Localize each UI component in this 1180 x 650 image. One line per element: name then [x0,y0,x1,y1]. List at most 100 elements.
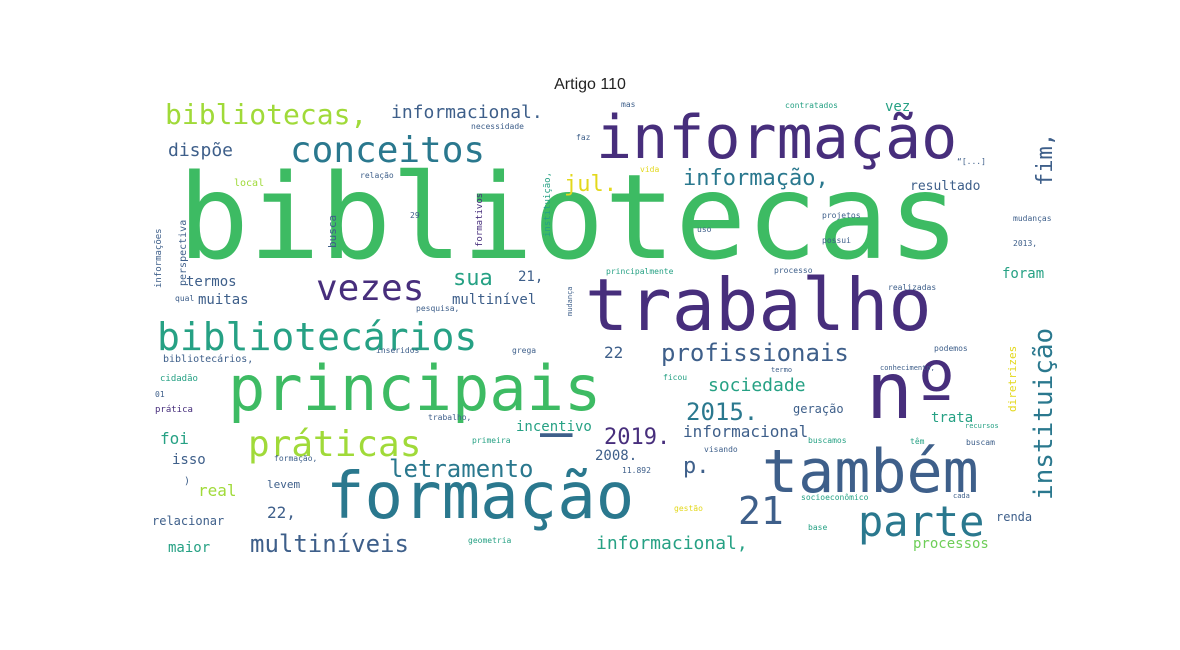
word-54: perspectiva [178,220,189,286]
word-101: base [808,523,827,532]
word-76: pesquisa, [416,304,459,313]
word-6: também [762,437,979,507]
word-5: nº [866,347,960,437]
word-33: 21, [518,269,543,285]
word-23: jul. [564,172,617,197]
word-47: renda [996,510,1032,524]
word-4: formação [326,460,634,534]
word-83: prática [155,405,193,415]
word-42: processos [913,536,989,552]
word-1: informação [596,103,957,173]
word-55: informações [154,228,164,288]
word-0: bibliotecas [178,148,959,286]
word-49: incentivo [516,419,592,435]
word-69: uso [697,225,712,234]
word-14: bibliotecas, [165,98,367,131]
word-97: ) [184,476,190,487]
word-20: fim, [1033,133,1058,186]
word-15: informação, [683,166,829,191]
word-40: maior [168,540,210,556]
word-57: relação [360,171,394,180]
word-68: mudanças [1013,214,1052,223]
word-10: práticas [248,424,421,465]
word-48: 2008. [595,448,637,464]
word-67: projetos [822,211,861,220]
word-91: buscamos [808,436,847,445]
word-39: isso [172,452,206,468]
word-7: bibliotecários [157,315,477,359]
word-89: recursos [965,422,999,430]
word-45: foram [1002,266,1044,282]
word-84: podemos [934,344,968,353]
word-8: conceitos [290,130,485,171]
word-31: 22, [267,503,296,522]
word-70: possui [822,236,851,245]
word-74: realizadas [888,283,936,292]
word-43: vez [885,99,910,115]
word-21: 2015. [686,398,758,426]
word-9: vezes [316,268,424,309]
word-22: 2019. [604,425,670,450]
word-86: conhecimento, [880,364,935,372]
word-53: busca [326,215,339,248]
word-35: muitas [198,292,249,308]
word-65: vida [640,165,659,174]
word-16: instituição [1029,328,1059,500]
word-82: 01 [155,390,165,399]
word-63: formativos [475,193,485,247]
word-25: p. [683,454,710,479]
word-18: multiníveis [250,530,409,558]
word-29: dispõe [168,140,233,161]
word-73: processo [774,266,813,275]
word-85: termo [771,366,792,374]
word-38: foi [160,429,189,448]
word-34: termos [186,274,237,290]
word-30: sociedade [708,375,806,396]
word-36: multinível [452,292,536,308]
word-58: necessidade [471,122,524,131]
word-72: principalmente [606,267,674,276]
word-17: profissionais [661,339,849,367]
word-11: parte [858,497,984,546]
word-98: socioeconômico [801,492,869,502]
word-77: mudança [566,286,574,316]
word-94: formação, [274,454,317,463]
word-3: principais [228,352,601,425]
word-96: 11.892 [622,466,651,475]
word-87: ficou [663,373,687,382]
word-24: sua [453,266,493,291]
word-41: relacionar [152,514,224,528]
word-32: 22 [604,343,623,362]
word-99: cada [953,492,970,500]
word-81: cidadão [160,374,198,384]
word-44: resultado [910,179,980,194]
word-93: buscam [966,438,995,447]
word-61: contratados [785,101,838,110]
word-51: diretrizes [1006,346,1019,412]
word-26: informacional, [596,533,748,554]
word-102: geometria [468,536,512,545]
word-59: mas [621,100,636,109]
word-62: instituição, [543,172,553,237]
word-95: visando [704,445,738,454]
word-78: grega [512,346,536,355]
word-28: informacional. [391,102,543,123]
word-50: geração [793,402,844,416]
word-66: “[...] [957,157,986,166]
word-27: informacional [683,422,808,441]
word-100: gestão [674,504,703,513]
word-79: inseridos [376,346,420,355]
word-64: 29 [410,211,420,220]
word-46: trata [931,410,973,426]
word-13: – [540,400,573,463]
word-90: primeira [472,436,511,445]
word-2: trabalho [585,263,932,347]
word-71: 2013, [1013,239,1037,248]
word-52: levem [267,478,300,491]
word-60: faz [576,133,591,142]
word-19: letramento [389,455,534,483]
word-37: real [198,481,237,500]
word-92: têm [910,436,925,446]
